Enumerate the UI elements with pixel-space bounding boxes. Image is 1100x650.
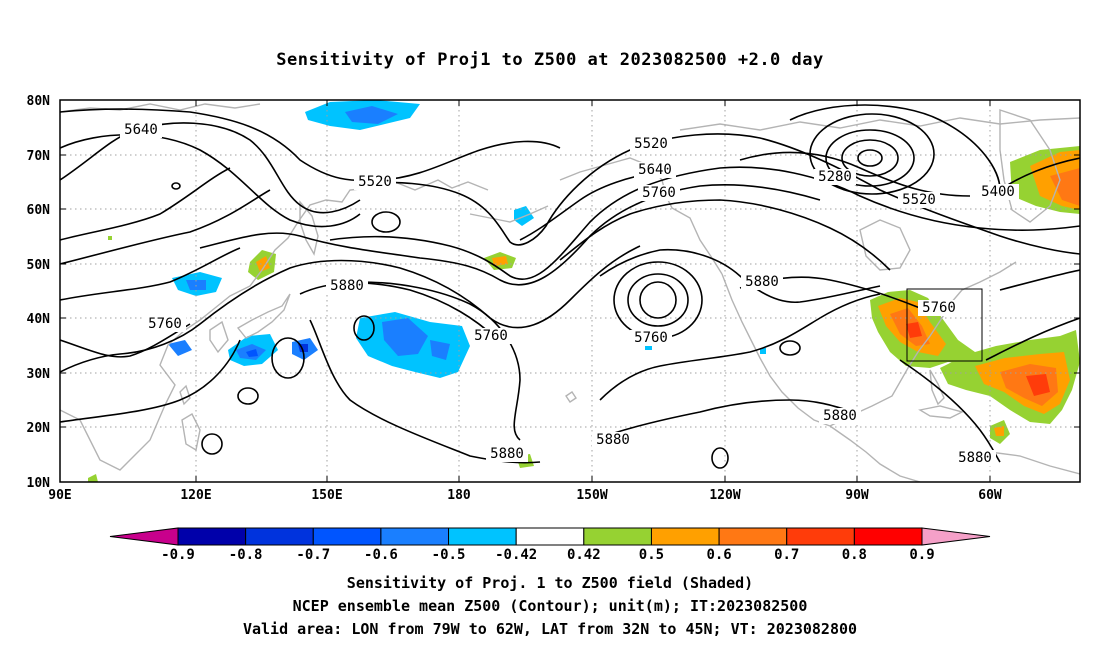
contour-label: 5760 bbox=[148, 316, 182, 332]
contour-label: 5520 bbox=[634, 136, 668, 152]
contour-label: 5640 bbox=[124, 122, 158, 138]
lon-label: 120E bbox=[180, 488, 211, 503]
colorbar-tick-label: -0.5 bbox=[432, 547, 466, 563]
colorbar-tick-label: 0.9 bbox=[909, 547, 934, 563]
lon-label: 60W bbox=[978, 488, 1002, 503]
contour-labels: 5640 5520 5520 5640 5760 5280 5520 5400 … bbox=[120, 122, 1019, 466]
colorbar-tick-label: -0.6 bbox=[364, 547, 398, 563]
contour-label: 5400 bbox=[981, 184, 1015, 200]
colorbar-upper-extension bbox=[921, 527, 991, 546]
footer-line-3: Valid area: LON from 79W to 62W, LAT fro… bbox=[242, 620, 858, 638]
lon-label: 90E bbox=[48, 488, 71, 503]
lat-label: 20N bbox=[27, 421, 51, 436]
lon-label: 150W bbox=[576, 488, 607, 503]
lat-label: 40N bbox=[27, 312, 51, 327]
colorbar-swatch bbox=[786, 527, 855, 546]
colorbar-tick-label: -0.8 bbox=[229, 547, 263, 563]
contour-label: 5880 bbox=[330, 278, 364, 294]
z500-contours bbox=[60, 104, 1080, 469]
colorbar-tick-label: 0.42 bbox=[567, 547, 601, 563]
contour-label: 5520 bbox=[358, 174, 392, 190]
coastline-florida bbox=[929, 369, 945, 406]
lat-label: 50N bbox=[27, 258, 51, 273]
latitude-labels: 80N 70N 60N 50N 40N 30N 20N 10N bbox=[27, 94, 51, 491]
contour-5880-east bbox=[593, 399, 861, 441]
coastline-cuba bbox=[918, 405, 964, 419]
colorbar-tick-label: -0.7 bbox=[296, 547, 330, 563]
coastline-asia-arctic bbox=[60, 103, 261, 113]
colorbar-tick-label: 0.7 bbox=[774, 547, 799, 563]
contour-arctic-low bbox=[857, 149, 883, 167]
map-plot-area: 5640 5520 5520 5640 5760 5280 5520 5400 … bbox=[60, 100, 1080, 482]
coastline-aleutians bbox=[469, 205, 549, 223]
colorbar-swatch bbox=[718, 527, 788, 546]
lat-label: 80N bbox=[27, 94, 51, 109]
contour-label: 5640 bbox=[638, 162, 672, 178]
page-title: Sensitivity of Proj1 to Z500 at 20230825… bbox=[276, 50, 824, 70]
coastline-hawaii bbox=[565, 391, 577, 403]
lat-label: 10N bbox=[27, 476, 51, 491]
contour-label: 5760 bbox=[474, 328, 508, 344]
contour-label: 5760 bbox=[642, 185, 676, 201]
contour-label: 5880 bbox=[490, 446, 524, 462]
lat-label: 70N bbox=[27, 149, 51, 164]
colorbar-swatch bbox=[380, 527, 450, 546]
colorbar: -0.9 -0.8 -0.7 -0.6 -0.5 -0.42 0.42 0.5 0.6 0.7 0.… bbox=[109, 527, 991, 563]
longitude-labels: 90E 120E 150E 180 150W 120W 90W 60W bbox=[48, 488, 1002, 503]
lon-label: 150E bbox=[311, 488, 342, 503]
coastline-hudson-bay bbox=[859, 219, 911, 271]
lat-label: 60N bbox=[27, 203, 51, 218]
colorbar-swatch bbox=[650, 527, 720, 546]
contour-label: 5280 bbox=[818, 169, 852, 185]
contour-low-center-pacific bbox=[639, 281, 677, 319]
valid-area-box bbox=[906, 288, 983, 362]
tick-marks bbox=[60, 99, 1080, 483]
map-frame bbox=[59, 99, 1081, 483]
contour-5760-west bbox=[60, 247, 241, 301]
coastline-japan bbox=[236, 293, 291, 339]
coastline-philippines bbox=[181, 413, 201, 452]
lat-label: 30N bbox=[27, 367, 51, 382]
colorbar-swatch bbox=[515, 527, 585, 546]
contour-label: 5880 bbox=[596, 432, 630, 448]
coastline-canada-arctic bbox=[679, 117, 1080, 131]
contour-small-loops bbox=[371, 211, 401, 233]
coastline-kamchatka bbox=[299, 200, 319, 256]
contour-label: 5760 bbox=[922, 300, 956, 316]
footer-line-2: NCEP ensemble mean Z500 (Contour); unit(… bbox=[292, 597, 808, 615]
lon-label: 180 bbox=[447, 488, 471, 503]
colorbar-swatch bbox=[448, 527, 517, 546]
contour-label: 5760 bbox=[634, 330, 668, 346]
colorbar-tick-label: -0.42 bbox=[495, 547, 537, 563]
coastline-central-america bbox=[829, 425, 921, 482]
colorbar-swatch bbox=[853, 527, 923, 546]
colorbar-lower-extension bbox=[109, 527, 179, 546]
coastline-north-america-west bbox=[721, 273, 831, 427]
footer-line-1: Sensitivity of Proj. 1 to Z500 field (Sh… bbox=[346, 574, 754, 592]
colorbar-tick-label: 0.5 bbox=[639, 547, 664, 563]
coastline-gulf bbox=[829, 261, 1017, 427]
colorbar-swatch bbox=[177, 527, 247, 546]
coastline-taiwan bbox=[179, 384, 191, 406]
coastline-korea bbox=[209, 320, 229, 354]
coastline-greenland bbox=[999, 109, 1061, 223]
colorbar-tick-label: 0.8 bbox=[842, 547, 867, 563]
colorbar-swatch bbox=[312, 527, 382, 546]
colorbar-tick-label: -0.9 bbox=[161, 547, 195, 563]
contour-label: 5880 bbox=[745, 274, 779, 290]
contour-label: 5520 bbox=[902, 192, 936, 208]
colorbar-tick-label: 0.6 bbox=[706, 547, 731, 563]
colorbar-swatch bbox=[245, 527, 314, 546]
lon-label: 90W bbox=[845, 488, 869, 503]
contour-label: 5880 bbox=[958, 450, 992, 466]
colorbar-swatch bbox=[583, 527, 652, 546]
contour-5640-west bbox=[60, 122, 361, 214]
contour-label: 5880 bbox=[823, 408, 857, 424]
lon-label: 120W bbox=[709, 488, 740, 503]
